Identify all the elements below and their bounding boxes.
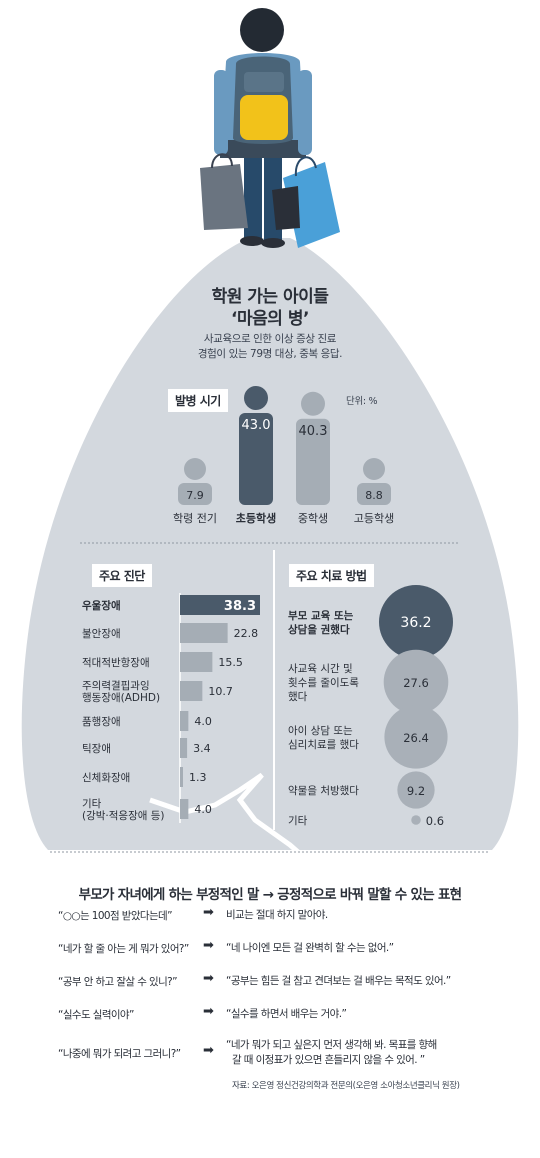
onset-category-label: 고등학생 <box>354 512 394 525</box>
person-bar <box>178 483 212 505</box>
treatment-bubble <box>397 771 435 809</box>
subtitle-line2: 경험이 있는 79명 대상, 중복 응답. <box>197 348 343 360</box>
onset-value-label: 8.8 <box>365 489 383 502</box>
diagnosis-bar <box>180 767 183 787</box>
diagnosis-value-label: 22.8 <box>234 627 259 640</box>
diagnosis-label: 행동장애(ADHD) <box>82 692 160 704</box>
diagnosis-value-label: 38.3 <box>224 599 256 614</box>
onset-tag: 발병 시기 <box>168 389 228 412</box>
arrow-icon: ➡ <box>203 905 214 920</box>
diagnosis-bar <box>180 738 188 758</box>
diagnosis-label: 품행장애 <box>82 716 121 728</box>
onset-category-label: 학령 전기 <box>173 512 217 525</box>
onset-chart: 7.9 학령 전기 43.0 초등학생 40.3 중학생 8.8 고등학생 <box>173 386 394 525</box>
section-dividers <box>50 542 490 853</box>
treatment-value-label: 26.4 <box>403 731 429 745</box>
diagnosis-label: 불안장애 <box>82 628 121 640</box>
treatment-bubble <box>411 815 421 825</box>
person-bar <box>296 418 330 505</box>
expr-negative: “나중에 뭐가 되려고 그러니?” <box>58 1048 181 1060</box>
expr-row: “네가 할 줄 아는 게 뭐가 있어?” <box>58 941 189 956</box>
person-bar <box>357 483 391 505</box>
treatment-label: 사교육 시간 및 <box>288 663 353 675</box>
treatment-label: 상담을 권했다 <box>288 623 350 636</box>
expr-row: “실수도 실력이야” <box>58 1007 134 1022</box>
expr-row: “공부 안 하고 잘살 수 있니?” <box>58 974 178 989</box>
diagnosis-label: 주의력결핍과잉 <box>82 680 150 692</box>
arrow-icon: ➡ <box>203 971 214 986</box>
onset-value-label: 40.3 <box>299 424 328 439</box>
expr-positive-line2: 갈 때 이정표가 있으면 흔들리지 않을 수 있어. ” <box>232 1054 425 1066</box>
diagnosis-bar <box>180 681 203 701</box>
treatment-label: 부모 교육 또는 <box>288 610 354 622</box>
page-title-line2: ‘마음의 병’ <box>231 309 309 329</box>
onset-value-label: 43.0 <box>242 418 271 433</box>
expr-positive: “네 나이엔 모든 걸 완벽히 할 수는 없어.” <box>226 942 394 954</box>
diagnosis-value-label: 4.0 <box>194 715 212 728</box>
person-head <box>244 386 268 410</box>
expr-positive: “공부는 힘든 걸 참고 견뎌보는 걸 배우는 목적도 있어.” <box>226 975 451 987</box>
treatment-label: 기타 <box>288 815 308 827</box>
arrow-icon: ➡ <box>203 938 214 953</box>
diagnosis-bar <box>180 711 189 731</box>
diagnosis-label: 우울장애 <box>82 599 121 612</box>
expressions-title: 부모가 자녀에게 하는 부정적인 말 → 긍정적으로 바꿔 말할 수 있는 표현 <box>78 887 462 903</box>
expr-negative: “공부 안 하고 잘살 수 있니?” <box>58 976 178 988</box>
diagnosis-chart: 우울장애 38.3 불안장애 22.8 적대적반항장애 15.5 주의력결핍과잉행동장애(A… <box>82 593 260 823</box>
arrow-icon: ➡ <box>203 1004 214 1019</box>
onset-value-label: 7.9 <box>186 489 204 502</box>
treatment-bubble <box>379 585 453 659</box>
treatment-label: 아이 상담 또는 <box>288 725 353 737</box>
expr-negative: “실수도 실력이야” <box>58 1009 134 1021</box>
diagnosis-value-label: 4.0 <box>194 803 212 816</box>
treatment-bubble <box>383 649 449 715</box>
diagnosis-tag: 주요 진단 <box>92 564 152 587</box>
subtitle-line1: 사교육으로 인한 이상 증상 진료 <box>203 333 337 345</box>
expr-positive: “실수를 하면서 배우는 거야.” <box>226 1008 347 1020</box>
page-title-line1: 학원 가는 아이들 <box>211 287 329 307</box>
person-head <box>301 391 325 416</box>
treatment-label: 약물을 처방했다 <box>288 785 359 797</box>
treatment-tag: 주요 치료 방법 <box>289 564 374 587</box>
diagnosis-bar <box>180 652 213 672</box>
source-note: 자료: 오은영 정신건강의학과 전문의(오은영 소아청소년클리닉 원장) <box>232 1081 460 1091</box>
boy-illustration <box>200 8 340 248</box>
expr-positive: 비교는 절대 하지 말아야. <box>226 909 328 921</box>
treatment-bubble <box>384 705 448 769</box>
treatment-value-label: 0.6 <box>426 814 444 828</box>
diagnosis-value-label: 15.5 <box>218 656 243 669</box>
diagnosis-label: 신체화장애 <box>82 772 130 784</box>
treatment-label: 했다 <box>288 691 308 703</box>
diagnosis-label: 틱장애 <box>82 743 111 755</box>
treatment-label: 심리치료를 했다 <box>288 739 359 751</box>
crack-line <box>149 772 512 1072</box>
onset-unit: 단위: % <box>346 396 378 407</box>
diagnosis-bar <box>180 799 189 819</box>
treatment-value-label: 9.2 <box>407 784 425 798</box>
expr-row: “나중에 뭐가 되려고 그러니?” <box>58 1046 181 1061</box>
treatment-label: 횟수를 줄이도록 <box>288 677 359 689</box>
diagnosis-bar <box>180 595 260 615</box>
arrow-icon: ➡ <box>203 1043 214 1058</box>
person-head <box>184 458 206 480</box>
expr-negative: “네가 할 줄 아는 게 뭐가 있어?” <box>58 943 189 955</box>
treatment-value-label: 27.6 <box>403 676 429 690</box>
diagnosis-bar <box>180 623 228 643</box>
onset-category-label: 초등학생 <box>236 511 276 525</box>
onset-category-label: 중학생 <box>298 512 328 525</box>
treatment-value-label: 36.2 <box>400 615 431 631</box>
diagnosis-label: 기타 <box>82 798 102 810</box>
diagnosis-value-label: 3.4 <box>193 742 211 755</box>
person-bar <box>239 413 273 505</box>
person-head <box>363 458 385 480</box>
diagnosis-label: (강박·적응장애 등) <box>82 810 165 822</box>
expr-positive: “네가 뭐가 되고 싶은지 먼저 생각해 봐. 목표를 향해 <box>226 1039 437 1051</box>
expr-row: “○○는 100점 받았다는데” <box>58 908 173 923</box>
expr-negative: “○○는 100점 받았다는데” <box>58 910 173 922</box>
diagnosis-label: 적대적반항장애 <box>82 657 150 669</box>
diagnosis-value-label: 10.7 <box>208 685 233 698</box>
diagnosis-value-label: 1.3 <box>189 771 207 784</box>
